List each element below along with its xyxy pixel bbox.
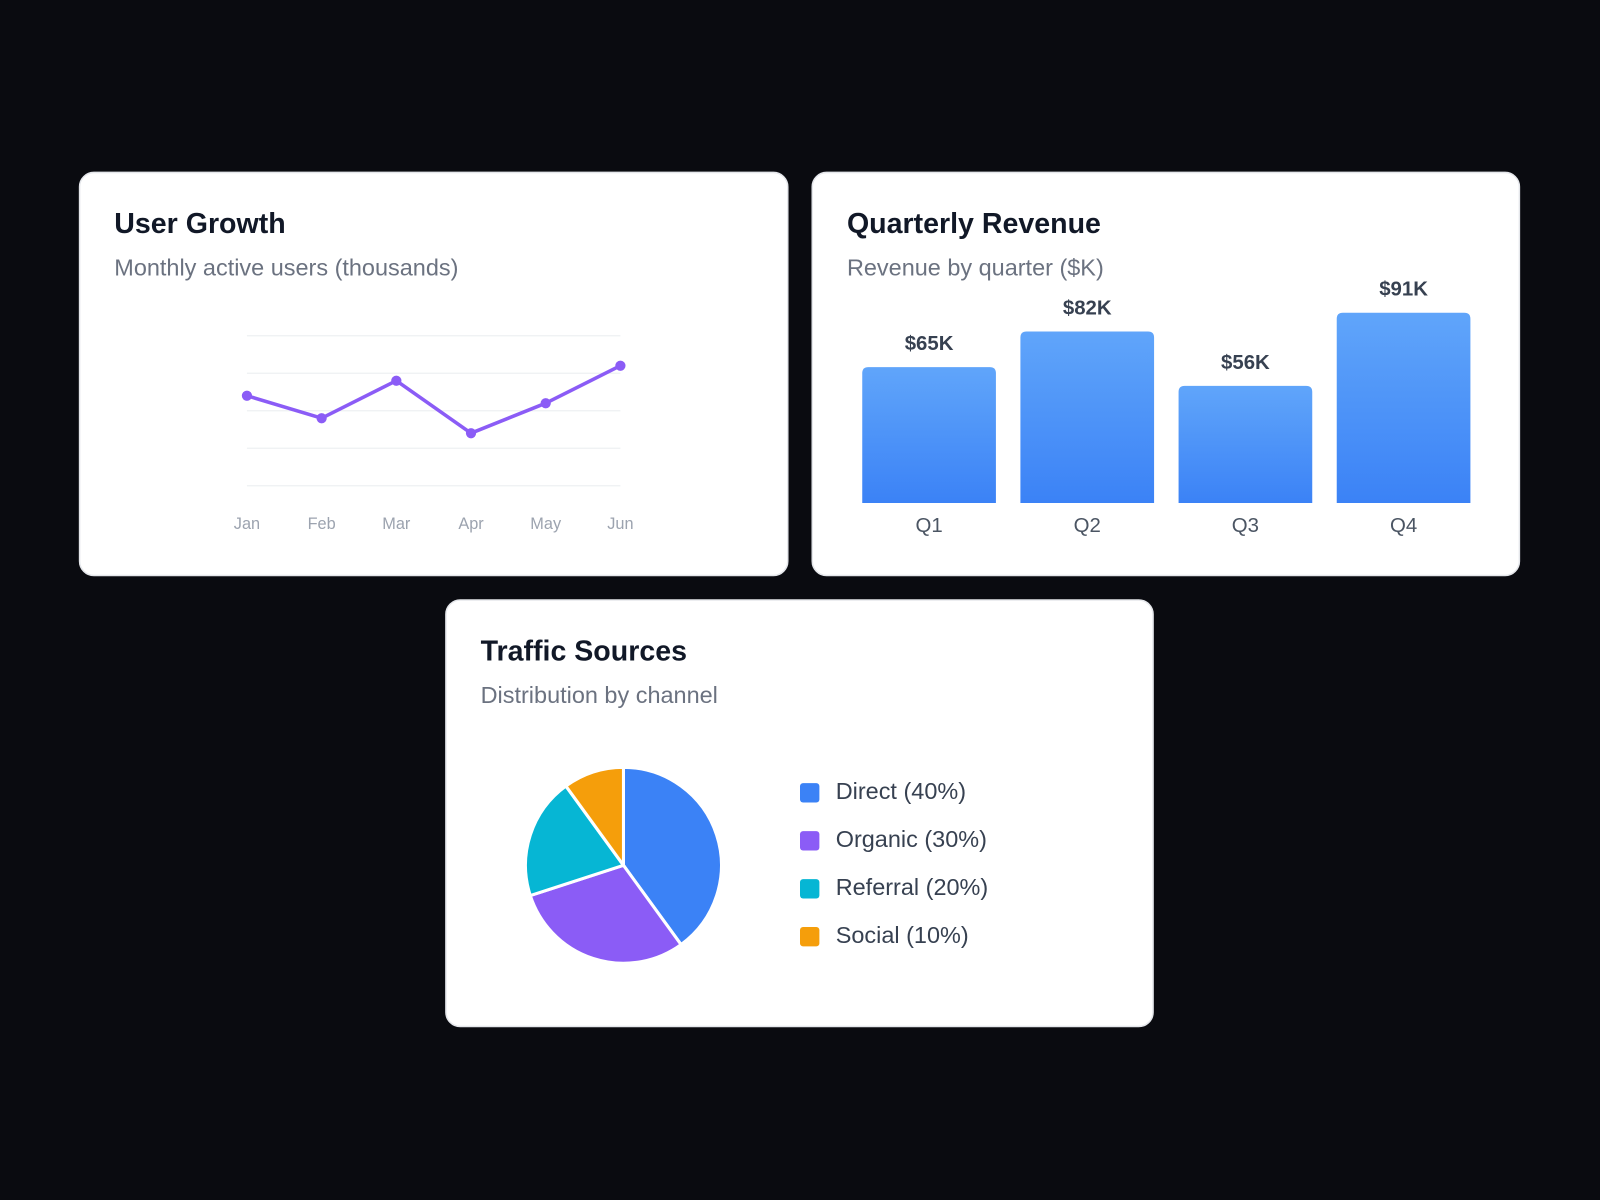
point: [540, 398, 551, 409]
x-tick-label: Mar: [382, 515, 411, 533]
point: [615, 360, 626, 371]
legend-label: Social (10%): [836, 922, 969, 948]
point: [391, 375, 402, 386]
x-tick-label: Feb: [308, 515, 336, 533]
bar: [1336, 312, 1471, 504]
card-subtitle: Revenue by quarter ($K): [847, 255, 1104, 281]
line: [246, 364, 622, 435]
legend-label: Referral (20%): [836, 874, 989, 900]
x-tick-label: Q4: [1390, 515, 1417, 537]
legend-swatch: [800, 879, 820, 899]
x-tick-label: Apr: [458, 515, 484, 533]
x-tick-label: Q2: [1074, 515, 1101, 537]
legend-label: Direct (40%): [836, 778, 966, 804]
legend-swatch: [800, 831, 820, 851]
x-tick-label: May: [530, 515, 562, 533]
card-subtitle: Monthly active users (thousands): [114, 255, 458, 281]
bar: [1178, 385, 1313, 504]
card-title: User Growth: [114, 208, 285, 240]
pie-slice: [621, 765, 723, 947]
bar: [862, 367, 996, 504]
card-title: Quarterly Revenue: [847, 208, 1101, 240]
x-tick-label: Jan: [234, 515, 260, 533]
x-tick-label: Jun: [607, 515, 633, 533]
legend-swatch: [800, 783, 820, 803]
value-label: $56K: [1221, 352, 1270, 374]
legend-swatch: [800, 927, 820, 947]
point: [316, 413, 327, 424]
point: [241, 390, 253, 401]
card-subtitle: Distribution by channel: [481, 682, 718, 708]
card-title: Traffic Sources: [481, 636, 687, 668]
bar: [1020, 331, 1155, 504]
x-tick-label: Q1: [915, 515, 942, 537]
pie-slice: [528, 863, 683, 965]
pie-slice: [564, 765, 625, 867]
value-label: $91K: [1379, 279, 1428, 301]
pie-slice: [524, 784, 625, 898]
x-tick-label: Q3: [1232, 515, 1259, 537]
value-label: $65K: [905, 333, 954, 355]
card: [78, 171, 789, 577]
value-label: $82K: [1063, 297, 1112, 319]
point: [465, 428, 477, 439]
legend-label: Organic (30%): [836, 826, 987, 852]
